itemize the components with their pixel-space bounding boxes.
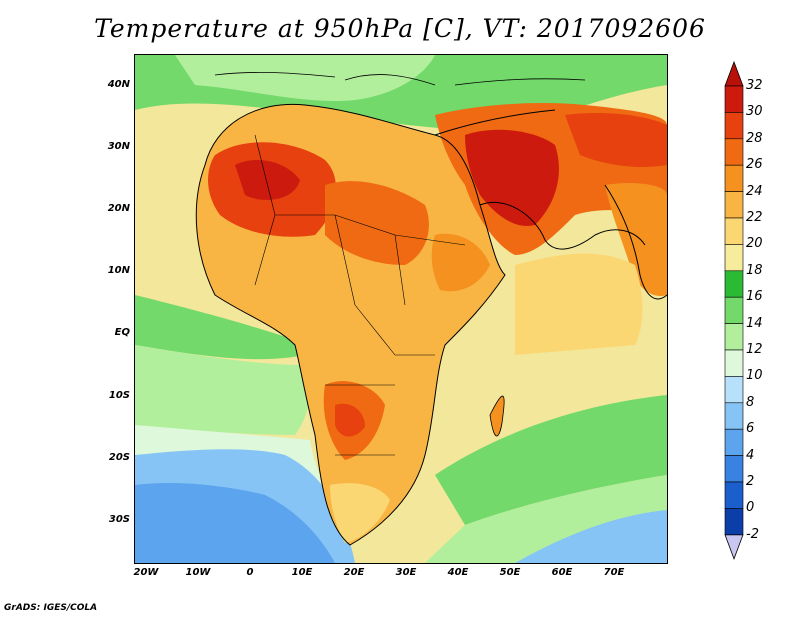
colorbar-swatch [724, 85, 744, 113]
lon-label-10e: 10E [291, 567, 313, 578]
iran-hot [565, 113, 667, 167]
temperature-map [135, 55, 667, 563]
colorbar-label: 14 [746, 315, 763, 331]
lon-label-10w: 10W [185, 567, 211, 578]
colorbar-label: 28 [746, 130, 763, 146]
colorbar-swatch [724, 296, 744, 324]
colorbar-swatch [724, 191, 744, 219]
madagascar [489, 395, 505, 437]
colorbar-swatch [724, 402, 744, 430]
colorbar-label: 6 [746, 421, 755, 437]
colorbar-label: 0 [746, 500, 755, 516]
colorbar-label: 30 [746, 104, 763, 120]
lon-label-50e: 50E [499, 567, 521, 578]
indian-ocean-blue [515, 510, 667, 563]
lon-label-20w: 20W [133, 567, 159, 578]
colorbar-label: 20 [746, 236, 763, 252]
lon-label-0: 0 [246, 567, 254, 578]
horn-of-africa-warm [431, 233, 490, 292]
south-tip-mild [330, 483, 390, 543]
colorbar-swatch [724, 376, 744, 404]
colorbar-swatch [724, 270, 744, 298]
colorbar-label: -2 [746, 526, 759, 542]
colorbar-swatch [724, 244, 744, 272]
colorbar-label: 26 [746, 157, 763, 173]
colorbar-swatch [724, 138, 744, 166]
lat-label-30n: 30N [107, 141, 130, 152]
lon-label-40e: 40E [447, 567, 469, 578]
lon-label-60e: 60E [551, 567, 573, 578]
colorbar-swatch [724, 349, 744, 377]
arabia-hottest [465, 129, 559, 226]
south-atlantic-deep-blue [135, 483, 335, 563]
sahara-hot-core-east [325, 181, 429, 265]
colorbar-label: 4 [746, 447, 755, 463]
lat-label-20n: 20N [107, 203, 130, 214]
india-coastline [604, 184, 667, 300]
arabia-coastline [434, 109, 646, 250]
colorbar-label: 12 [746, 342, 763, 357]
colorbar-swatch [724, 481, 744, 509]
north-cooler-region [175, 55, 435, 102]
sahara-hottest [235, 160, 300, 200]
europe-coastline [214, 71, 586, 86]
lat-label-20s: 20S [108, 452, 130, 463]
lon-label-20e: 20E [343, 567, 365, 578]
colorbar-label: 18 [746, 262, 763, 278]
lat-label-eq: EQ [114, 327, 130, 338]
colorbar-label: 8 [746, 394, 755, 410]
colorbar-swatch [724, 323, 744, 351]
colorbar-top-arrow [724, 60, 744, 87]
colorbar-swatch [724, 217, 744, 245]
lon-label-30e: 30E [395, 567, 417, 578]
colorbar-swatch [724, 112, 744, 140]
africa-coastline [195, 103, 506, 546]
colorbar-label: 10 [746, 368, 763, 384]
lat-label-30s: 30S [108, 514, 130, 525]
arabian-sea [515, 253, 643, 355]
lat-label-10n: 10N [107, 265, 130, 276]
colorbar-swatch [724, 508, 744, 536]
colorbar-swatch [724, 428, 744, 456]
lon-label-70e: 70E [603, 567, 625, 578]
colorbar-bottom-arrow [724, 534, 744, 560]
colorbar [724, 60, 744, 560]
lat-label-40n: 40N [107, 79, 130, 90]
atlantic-light-band [135, 345, 311, 435]
southern-africa-hot [335, 403, 365, 437]
colorbar-label: 32 [746, 78, 763, 93]
lat-label-10s: 10S [108, 390, 130, 401]
country-borders [254, 134, 466, 456]
colorbar-swatch [724, 455, 744, 483]
colorbar-label: 24 [746, 183, 763, 199]
colorbar-label: 22 [746, 210, 763, 225]
atlantic-green-band [135, 295, 305, 360]
colorbar-label: 16 [746, 289, 763, 305]
colorbar-label: 2 [746, 474, 755, 489]
footer-credit: GrADS: IGES/COLA [4, 603, 98, 613]
chart-title: Temperature at 950hPa [C], VT: 201709260… [94, 14, 706, 43]
colorbar-swatches [724, 60, 744, 560]
map-panel [134, 54, 668, 564]
indian-ocean-green [435, 395, 667, 525]
colorbar-swatch [724, 164, 744, 192]
